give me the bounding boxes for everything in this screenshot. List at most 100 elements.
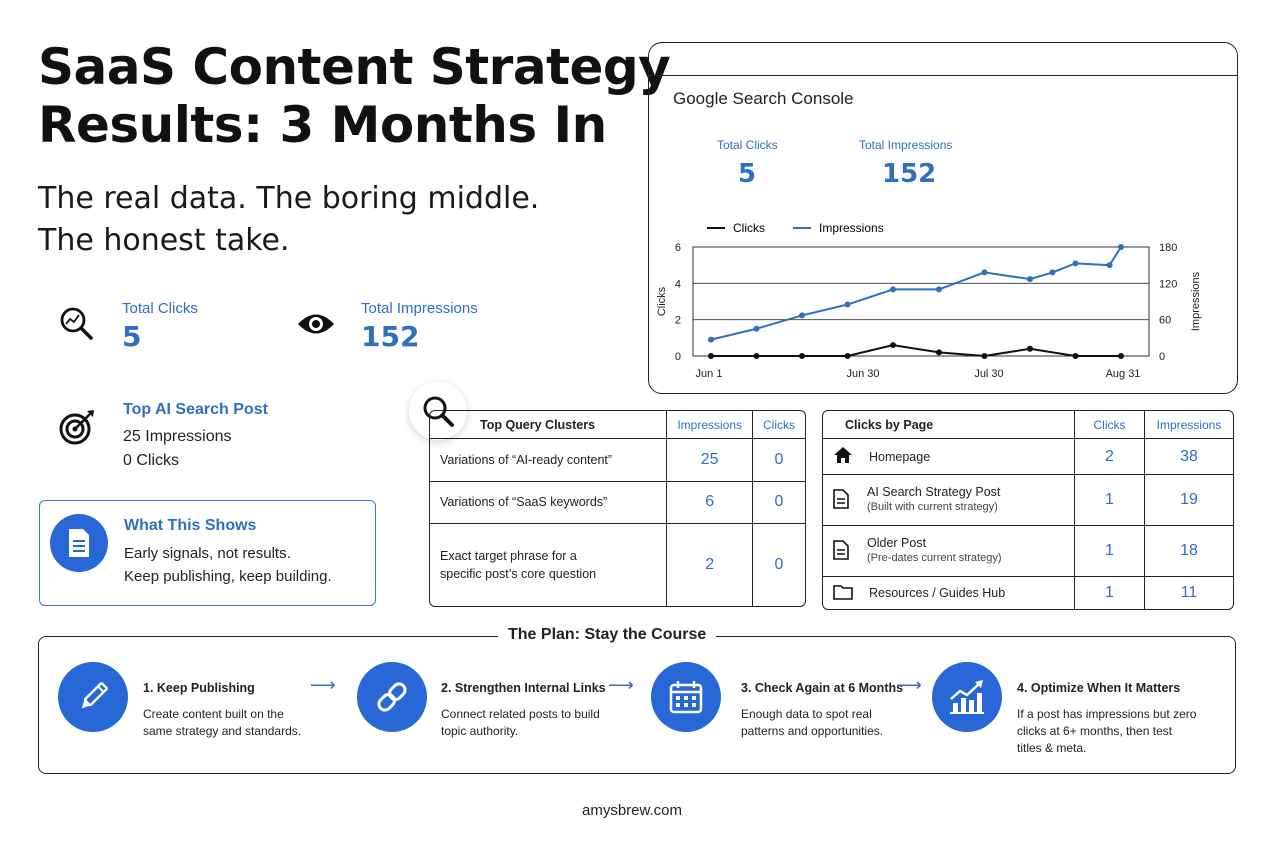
page-title: SaaS Content Strategy Results: 3 Months … bbox=[38, 38, 671, 154]
pencil-icon bbox=[58, 662, 128, 732]
data-point-impressions bbox=[844, 301, 851, 308]
query-impressions: 2 bbox=[666, 523, 753, 606]
what-this-shows-line2: Keep publishing, keep building. bbox=[124, 568, 332, 585]
data-point-clicks bbox=[799, 353, 806, 359]
link-icon bbox=[357, 662, 427, 732]
page-impressions-col-header: Impressions bbox=[1144, 411, 1233, 439]
y-tick-label: 0 bbox=[675, 351, 681, 363]
table-row: Older Post (Pre-dates current strategy) 1… bbox=[823, 525, 1233, 578]
x-tick-label: Jun 1 bbox=[696, 368, 723, 380]
data-point-impressions bbox=[708, 336, 714, 343]
step-3-title: 3. Check Again at 6 Months bbox=[741, 681, 904, 695]
query-text: Exact target phrase for a bbox=[440, 549, 577, 564]
y2-tick-label: 60 bbox=[1159, 315, 1171, 327]
total-clicks-value: 5 bbox=[122, 320, 142, 353]
title-line-1: SaaS Content Strategy bbox=[38, 38, 671, 96]
gsc-impressions-label: Total Impressions bbox=[859, 138, 953, 152]
table-row: Variations of “SaaS keywords” 6 0 bbox=[430, 480, 805, 525]
data-point-clicks bbox=[708, 353, 714, 359]
page-table-header: Clicks by Page Clicks Impressions bbox=[823, 411, 1233, 439]
total-clicks-label: Total Clicks bbox=[122, 300, 198, 317]
top-post-impressions: 25 Impressions bbox=[123, 428, 232, 445]
page-name: Resources / Guides Hub bbox=[869, 586, 1006, 601]
x-tick-label: Jul 30 bbox=[974, 368, 1003, 380]
gsc-clicks-label: Total Clicks bbox=[717, 138, 778, 152]
y2-tick-label: 0 bbox=[1159, 351, 1165, 363]
page-clicks: 1 bbox=[1074, 576, 1145, 609]
y-tick-label: 4 bbox=[675, 278, 681, 290]
data-point-clicks bbox=[753, 353, 760, 359]
data-point-clicks bbox=[1026, 345, 1033, 352]
query-text-cont: specific post’s core question bbox=[440, 567, 597, 582]
document-icon bbox=[50, 514, 108, 572]
search-console-title: Google Search Console bbox=[673, 89, 854, 108]
page-clicks: 1 bbox=[1074, 525, 1145, 578]
top-post-label: Top AI Search Post bbox=[123, 401, 268, 418]
page-name: Homepage bbox=[869, 449, 931, 464]
search-trend-icon bbox=[58, 305, 94, 341]
arrow-right-icon: ⟶ bbox=[896, 675, 922, 695]
data-point-impressions bbox=[1118, 244, 1124, 250]
table-row: Resources / Guides Hub 1 11 bbox=[823, 576, 1233, 609]
x-tick-label: Jun 30 bbox=[846, 368, 879, 380]
y-axis-label: Clicks bbox=[656, 286, 668, 316]
gsc-impressions-value: 152 bbox=[882, 159, 937, 189]
page-clicks: 2 bbox=[1074, 437, 1145, 476]
page-name: Older Post bbox=[867, 536, 927, 551]
total-impressions-value: 152 bbox=[361, 320, 420, 353]
data-point-clicks bbox=[1118, 353, 1124, 359]
page-subtitle: The real data. The boring middle. The ho… bbox=[38, 178, 539, 262]
search-console-panel: Google Search Console Total Clicks 5 Tot… bbox=[648, 42, 1238, 394]
query-clusters-table: Top Query Clusters Impressions Clicks Va… bbox=[429, 410, 806, 607]
y2-axis-label: Impressions bbox=[1190, 271, 1202, 331]
query-clicks: 0 bbox=[752, 523, 805, 606]
panel-header-divider bbox=[649, 75, 1237, 76]
page-note: (Pre-dates current strategy) bbox=[867, 552, 1002, 565]
data-point-clicks bbox=[890, 342, 897, 349]
data-point-clicks bbox=[935, 349, 942, 356]
y2-tick-label: 180 bbox=[1159, 242, 1177, 254]
step-1-desc: Create content built on the same strategy… bbox=[143, 707, 302, 738]
data-point-impressions bbox=[890, 286, 897, 293]
footer-site: amysbrew.com bbox=[581, 802, 683, 819]
what-this-shows-line1: Early signals, not results. bbox=[124, 545, 291, 562]
data-point-clicks bbox=[1072, 353, 1079, 359]
y2-tick-label: 120 bbox=[1159, 278, 1177, 290]
series-line-clicks bbox=[711, 344, 1121, 358]
query-clicks: 0 bbox=[752, 438, 805, 482]
page-impressions: 11 bbox=[1144, 576, 1233, 609]
data-point-clicks bbox=[844, 353, 851, 359]
folder-icon bbox=[833, 584, 853, 603]
document-icon bbox=[833, 488, 849, 512]
plan-title: The Plan: Stay the Course bbox=[498, 626, 717, 644]
page-impressions: 38 bbox=[1144, 437, 1233, 476]
what-this-shows-card: What This Shows Early signals, not resul… bbox=[39, 500, 376, 606]
subtitle-line-2: The honest take. bbox=[38, 223, 290, 258]
calendar-icon bbox=[651, 662, 721, 732]
legend-clicks-label: Clicks bbox=[733, 221, 765, 235]
x-tick-label: Aug 31 bbox=[1106, 368, 1141, 380]
data-point-impressions bbox=[1106, 262, 1113, 269]
data-point-clicks bbox=[981, 353, 988, 359]
gsc-clicks-value: 5 bbox=[738, 159, 757, 189]
series-line-impressions bbox=[710, 246, 1122, 341]
total-impressions-label: Total Impressions bbox=[361, 300, 478, 317]
page-col-header: Clicks by Page bbox=[823, 411, 1075, 439]
query-text: Variations of “SaaS keywords” bbox=[440, 495, 608, 510]
clicks-by-page-table: Clicks by Page Clicks Impressions Homepa… bbox=[822, 410, 1234, 610]
query-col-header: Top Query Clusters bbox=[430, 411, 668, 439]
query-clicks-col-header: Clicks bbox=[752, 411, 805, 439]
page-clicks-col-header: Clicks bbox=[1074, 411, 1145, 439]
table-row: Variations of “AI-ready content” 25 0 bbox=[430, 438, 805, 482]
step-1-title: 1. Keep Publishing bbox=[143, 681, 255, 695]
query-impressions: 25 bbox=[666, 438, 753, 482]
home-icon bbox=[833, 446, 853, 467]
step-4-desc: If a post has impressions but zero clicks… bbox=[1017, 707, 1197, 755]
query-text: Variations of “AI-ready content” bbox=[440, 452, 613, 467]
data-point-impressions bbox=[1072, 260, 1079, 267]
page-name: AI Search Strategy Post bbox=[867, 485, 1001, 500]
query-table-header: Top Query Clusters Impressions Clicks bbox=[430, 411, 805, 439]
step-2-desc: Connect related posts to build topic auth… bbox=[441, 707, 600, 738]
legend-impressions-label: Impressions bbox=[819, 221, 884, 235]
